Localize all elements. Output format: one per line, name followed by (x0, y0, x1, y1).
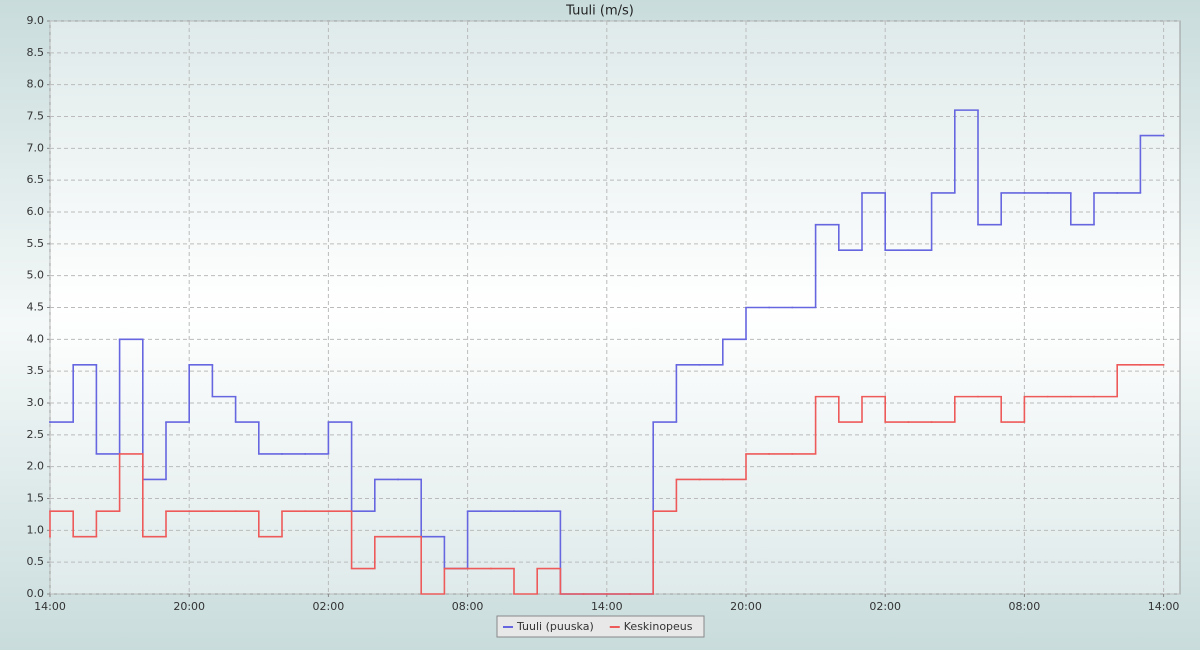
x-tick-label: 02:00 (869, 600, 901, 613)
x-tick-label: 20:00 (173, 600, 205, 613)
y-tick-label: 4.0 (27, 332, 45, 345)
x-tick-label: 02:00 (313, 600, 345, 613)
x-tick-label: 20:00 (730, 600, 762, 613)
y-tick-label: 5.0 (27, 269, 45, 282)
y-tick-label: 0.5 (27, 555, 45, 568)
y-tick-label: 9.0 (27, 14, 45, 27)
y-tick-label: 3.5 (27, 364, 45, 377)
y-tick-label: 0.0 (27, 587, 45, 600)
y-tick-label: 4.5 (27, 301, 45, 314)
y-tick-label: 1.0 (27, 523, 45, 536)
legend-box (496, 615, 705, 638)
y-tick-label: 2.5 (27, 428, 45, 441)
y-tick-label: 7.5 (27, 110, 45, 123)
y-tick-label: 6.5 (27, 173, 45, 186)
y-tick-label: 3.0 (27, 396, 45, 409)
y-tick-label: 1.5 (27, 492, 45, 505)
x-tick-label: 08:00 (452, 600, 484, 613)
y-tick-label: 5.5 (27, 237, 45, 250)
legend-label: Tuuli (puuska) (516, 620, 594, 633)
chart-title: Tuuli (m/s) (565, 4, 634, 19)
x-tick-label: 08:00 (1009, 600, 1041, 613)
x-tick-label: 14:00 (591, 600, 623, 613)
y-tick-label: 8.0 (27, 78, 45, 91)
x-tick-label: 14:00 (1148, 600, 1180, 613)
y-tick-label: 6.0 (27, 205, 45, 218)
legend-label: Keskinopeus (624, 620, 693, 633)
y-tick-label: 8.5 (27, 46, 45, 59)
x-tick-label: 14:00 (34, 600, 66, 613)
y-tick-label: 7.0 (27, 141, 45, 154)
y-tick-label: 2.0 (27, 460, 45, 473)
